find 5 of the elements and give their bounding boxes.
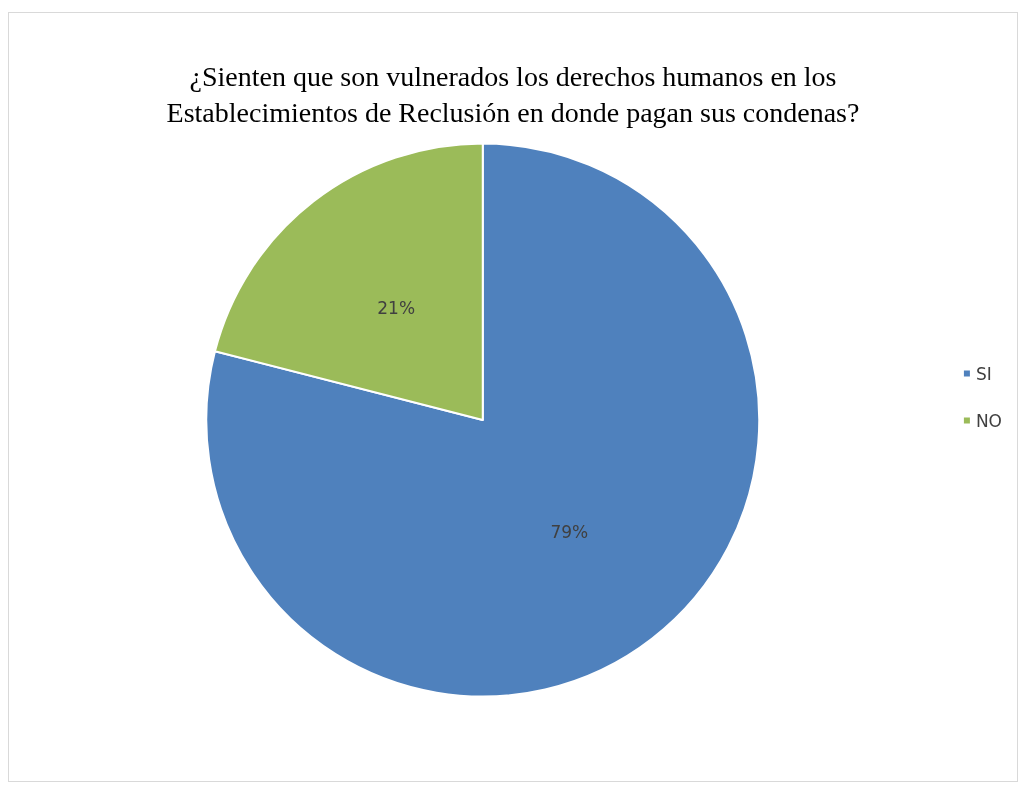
data-label: 79% bbox=[550, 521, 589, 542]
chart-title: ¿Sienten que son vulnerados los derechos humanos en los Establecimientos de Reclusión en donde pagan sus condenas? bbox=[166, 60, 860, 128]
legend-label: SI bbox=[975, 363, 992, 384]
legend-label: NO bbox=[975, 410, 1003, 431]
data-label: 21% bbox=[377, 298, 416, 319]
